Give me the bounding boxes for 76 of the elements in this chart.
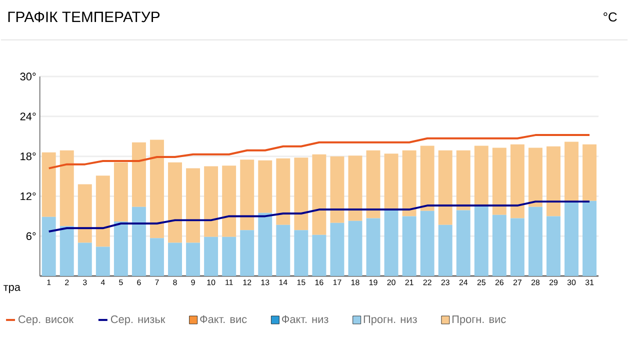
bar <box>438 150 452 225</box>
bar <box>456 210 470 276</box>
bar <box>204 236 218 276</box>
bar <box>330 156 344 223</box>
bar <box>222 236 236 276</box>
bar <box>474 206 488 276</box>
bar <box>150 238 164 276</box>
bar <box>150 140 164 238</box>
bar <box>294 158 308 230</box>
bar <box>510 218 524 276</box>
bar <box>42 152 56 217</box>
bar <box>60 150 74 226</box>
bar <box>402 216 416 276</box>
bar <box>96 176 110 247</box>
y-tick-label: 30° <box>20 72 36 80</box>
bar <box>474 146 488 206</box>
bar <box>186 242 200 276</box>
bar <box>510 144 524 218</box>
bar <box>240 230 254 276</box>
bar <box>168 162 182 243</box>
bar <box>132 206 146 276</box>
bar <box>420 210 434 276</box>
legend-label: Сер. низьк <box>110 315 166 326</box>
text: °C <box>604 12 617 22</box>
bar <box>528 206 542 276</box>
x-axis-title: тра <box>4 284 20 293</box>
bar <box>168 242 182 276</box>
bar <box>348 156 362 221</box>
bar <box>186 168 200 243</box>
bar <box>546 146 560 216</box>
bar <box>366 150 380 218</box>
y-tick-label: 18° <box>20 152 36 160</box>
bar <box>132 142 146 207</box>
bar <box>564 202 578 276</box>
bar <box>438 224 452 276</box>
legend-label: Прогн. вис <box>452 315 506 326</box>
bar <box>294 230 308 276</box>
bar <box>78 242 92 276</box>
bar <box>384 210 398 276</box>
y-tick-label: 6° <box>26 232 36 240</box>
bar <box>114 162 128 222</box>
bar <box>258 212 272 276</box>
bar <box>42 216 56 276</box>
legend-label: Факт. низ <box>282 315 328 324</box>
bar <box>312 234 326 276</box>
bar <box>276 158 290 225</box>
bar <box>492 214 506 276</box>
bar <box>276 224 290 276</box>
y-tick-label: 12° <box>20 192 36 200</box>
bar <box>204 166 218 237</box>
bar <box>582 200 597 276</box>
bar <box>60 226 74 276</box>
bar <box>528 148 542 207</box>
bar <box>402 150 416 216</box>
bar <box>330 222 344 276</box>
chart-title: ГРАФІК ТЕМПЕРАТУР <box>8 12 160 22</box>
bar <box>420 146 434 211</box>
bar <box>96 246 110 276</box>
bar <box>240 160 254 230</box>
bar <box>546 216 560 276</box>
bar <box>222 166 236 237</box>
bar <box>564 142 578 202</box>
bar <box>114 221 128 276</box>
bar <box>492 148 506 215</box>
bar <box>78 184 92 243</box>
bar <box>456 150 470 210</box>
legend-label: Сер. висок <box>18 315 74 326</box>
legend-label: Прогн. низ <box>364 315 417 326</box>
y-tick-label: 24° <box>20 112 36 120</box>
bar <box>582 144 597 201</box>
bar <box>258 160 272 213</box>
bar <box>312 154 326 235</box>
bar <box>384 154 398 210</box>
bar <box>348 220 362 276</box>
bar <box>366 218 380 276</box>
legend-label: Факт. вис <box>200 315 247 324</box>
